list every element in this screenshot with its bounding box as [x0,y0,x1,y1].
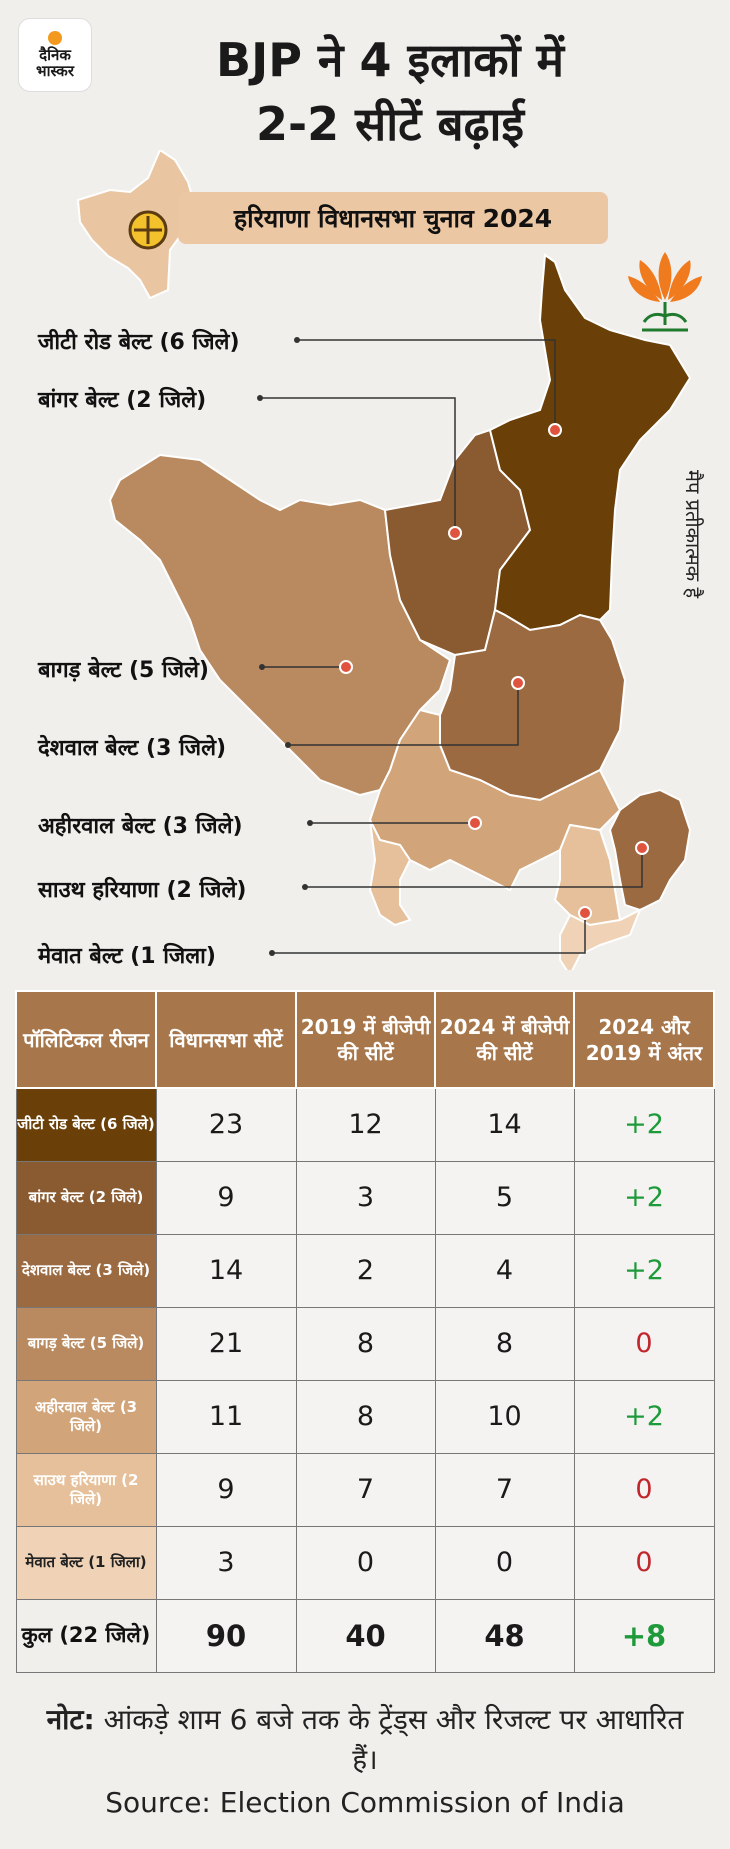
header-2019: 2019 में बीजेपी की सीटें [295,990,436,1089]
footnote: नोट: आंकड़े शाम 6 बजे तक के ट्रेंड्स और … [40,1700,690,1780]
table-row: देशवाल बेल्ट (3 जिले) 14 2 4 +2 [15,1233,715,1308]
diff-cell: 0 [573,1452,715,1527]
diff-cell: +2 [573,1087,715,1162]
total-2019-cell: 40 [295,1598,436,1673]
seats-cell: 3 [155,1525,297,1600]
sun-icon [48,31,62,45]
y2024-cell: 5 [434,1160,575,1235]
connector-mewat [272,913,586,954]
page-title: BJP ने 4 इलाकों में 2-2 सीटें बढ़ाई [110,28,670,156]
connector-deshwal [288,683,519,746]
header-2024: 2024 में बीजेपी की सीटें [434,990,575,1089]
logo-line1: दैनिक [39,46,71,64]
map-label-south: साउथ हरियाणा (2 जिले) [38,878,247,903]
total-seats-cell: 90 [155,1598,297,1673]
y2024-cell: 0 [434,1525,575,1600]
seats-cell: 23 [155,1087,297,1162]
seats-cell: 21 [155,1306,297,1381]
map-label-bagar: बागड़ बेल्ट (5 जिले) [38,658,209,683]
region-cell: देशवाल बेल्ट (3 जिले) [15,1233,157,1308]
connector-gt-road [297,339,556,430]
diff-cell: 0 [573,1306,715,1381]
diff-cell: +2 [573,1233,715,1308]
total-diff-cell: +8 [573,1598,715,1673]
table-row: बागड़ बेल्ट (5 जिले) 21 8 8 0 [15,1306,715,1381]
table-header-row: पॉलिटिकल रीजन विधानसभा सीटें 2019 में बी… [15,990,715,1089]
map-label-deshwal: देशवाल बेल्ट (3 जिले) [38,736,227,761]
y2019-cell: 8 [295,1379,436,1454]
region-cell: बागड़ बेल्ट (5 जिले) [15,1306,157,1381]
y2019-cell: 2 [295,1233,436,1308]
seats-cell: 11 [155,1379,297,1454]
title-line2: 2-2 सीटें बढ़ाई [256,97,524,151]
y2024-cell: 7 [434,1452,575,1527]
seats-cell: 9 [155,1452,297,1527]
header-diff: 2024 और 2019 में अंतर [573,990,715,1089]
y2024-cell: 8 [434,1306,575,1381]
table-row: मेवात बेल्ट (1 जिला) 3 0 0 0 [15,1525,715,1600]
y2019-cell: 8 [295,1306,436,1381]
connector-bangar [260,397,456,533]
results-table: पॉलिटिकल रीजन विधानसभा सीटें 2019 में बी… [15,990,715,1673]
y2019-cell: 7 [295,1452,436,1527]
diff-cell: +2 [573,1160,715,1235]
dainik-bhaskar-logo: दैनिक भास्कर [18,18,92,92]
y2024-cell: 10 [434,1379,575,1454]
diff-cell: +2 [573,1379,715,1454]
logo-line2: भास्कर [36,62,74,80]
table-row: बांगर बेल्ट (2 जिले) 9 3 5 +2 [15,1160,715,1235]
region-cell: जीटी रोड बेल्ट (6 जिले) [15,1087,157,1162]
table-row: साउथ हरियाणा (2 जिले) 9 7 7 0 [15,1452,715,1527]
table-row: अहीरवाल बेल्ट (3 जिले) 11 8 10 +2 [15,1379,715,1454]
total-2024-cell: 48 [434,1598,575,1673]
map-label-ahirwal: अहीरवाल बेल्ट (3 जिले) [38,814,243,839]
haryana-map [76,150,702,970]
region-gt-road [488,253,692,632]
note-text: आंकड़े शाम 6 बजे तक के ट्रेंड्स और रिजल्… [103,1703,684,1776]
diff-cell: 0 [573,1525,715,1600]
note-prefix: नोट: [46,1703,95,1736]
y2024-cell: 4 [434,1233,575,1308]
region-cell: साउथ हरियाणा (2 जिले) [15,1452,157,1527]
y2019-cell: 12 [295,1087,436,1162]
region-cell: अहीरवाल बेल्ट (3 जिले) [15,1379,157,1454]
map-label-gt-road: जीटी रोड बेल्ट (6 जिले) [38,330,240,355]
subtitle-banner: हरियाणा विधानसभा चुनाव 2024 [178,192,608,244]
region-cell: मेवात बेल्ट (1 जिला) [15,1525,157,1600]
y2019-cell: 3 [295,1160,436,1235]
map-disclaimer: मैप प्रतीकात्मक है [681,470,705,599]
map-label-bangar: बांगर बेल्ट (2 जिले) [38,388,207,413]
y2019-cell: 0 [295,1525,436,1600]
y2024-cell: 14 [434,1087,575,1162]
source-line: Source: Election Commission of India [105,1786,625,1819]
bjp-lotus-icon [628,252,702,332]
title-line1: BJP ने 4 इलाकों में [216,33,564,87]
region-cell: बांगर बेल्ट (2 जिले) [15,1160,157,1235]
connector-south [305,848,643,888]
region-south-east [608,788,692,912]
ballot-icon [128,210,168,250]
total-row: कुल (22 जिले) 90 40 48 +8 [15,1598,715,1673]
total-region-cell: कुल (22 जिले) [15,1598,157,1673]
header-seats: विधानसभा सीटें [155,990,297,1089]
region-mewat [559,907,642,970]
map-label-mewat: मेवात बेल्ट (1 जिला) [38,944,216,969]
seats-cell: 9 [155,1160,297,1235]
table-row: जीटी रोड बेल्ट (6 जिले) 23 12 14 +2 [15,1087,715,1162]
seats-cell: 14 [155,1233,297,1308]
header-region: पॉलिटिकल रीजन [15,990,157,1089]
